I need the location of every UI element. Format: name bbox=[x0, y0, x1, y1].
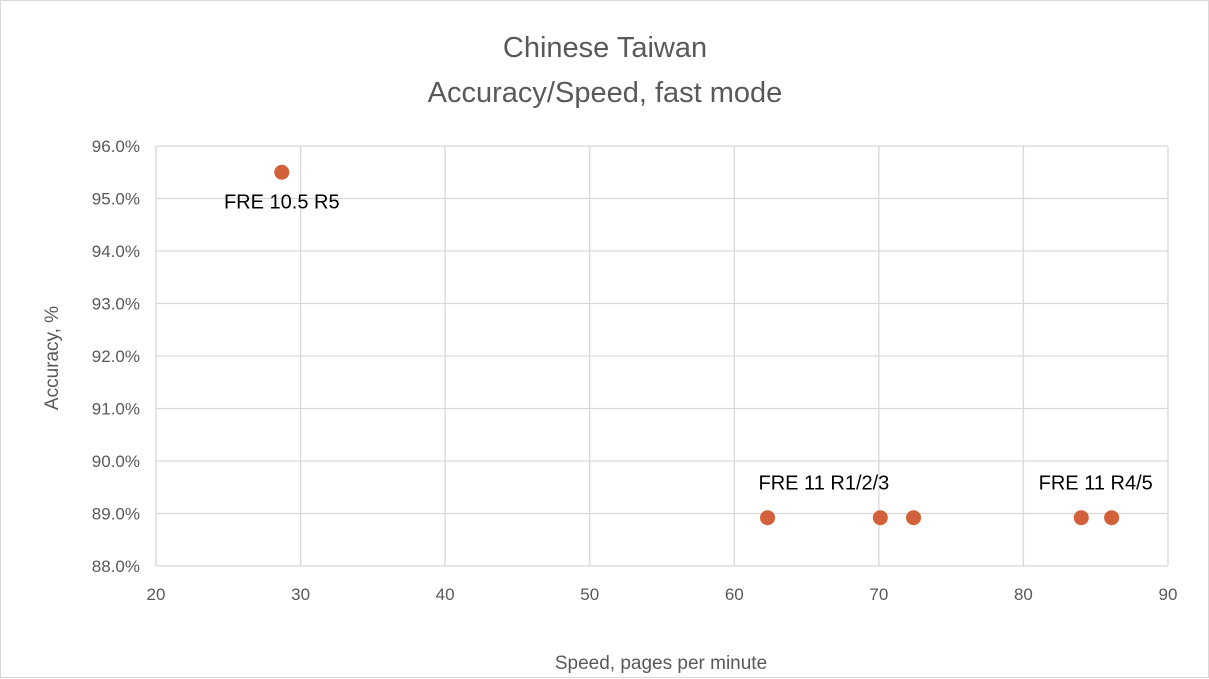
chart-title-line-2: Accuracy/Speed, fast mode bbox=[428, 77, 783, 109]
y-tick-label: 92.0% bbox=[92, 347, 140, 366]
x-tick-label: 50 bbox=[580, 585, 599, 604]
y-tick-label: 96.0% bbox=[92, 137, 140, 156]
data-point bbox=[274, 164, 290, 180]
x-tick-label: 40 bbox=[436, 585, 455, 604]
x-tick-label: 80 bbox=[1014, 585, 1033, 604]
y-tick-label: 89.0% bbox=[92, 505, 140, 524]
data-label: FRE 11 R1/2/3 bbox=[759, 473, 890, 495]
y-tick-label: 95.0% bbox=[92, 190, 140, 209]
y-tick-label: 93.0% bbox=[92, 295, 140, 314]
y-axis-title: Accuracy, % bbox=[42, 306, 63, 410]
y-tick-label: 88.0% bbox=[92, 557, 140, 576]
tick-labels: 88.0% 89.0% 90.0% 91.0% 92.0% 93.0% 94.0% 95.0%… bbox=[92, 137, 1178, 604]
y-tick-label: 90.0% bbox=[92, 452, 140, 471]
chart-title-line-1: Chinese Taiwan bbox=[503, 32, 707, 64]
x-tick-label: 70 bbox=[869, 585, 888, 604]
x-tick-label: 30 bbox=[291, 585, 310, 604]
data-point bbox=[872, 510, 888, 526]
x-tick-label: 20 bbox=[147, 585, 166, 604]
data-points bbox=[274, 164, 1120, 526]
data-point bbox=[1073, 510, 1089, 526]
y-tick-label: 91.0% bbox=[92, 400, 140, 419]
data-point bbox=[1104, 510, 1120, 526]
gridlines bbox=[155, 145, 1169, 567]
data-labels: FRE 10.5 R5 FRE 11 R1/2/3 FRE 11 R4/5 bbox=[224, 191, 1153, 494]
data-label: FRE 10.5 R5 bbox=[224, 191, 340, 213]
x-tick-label: 60 bbox=[725, 585, 744, 604]
x-axis-title: Speed, pages per minute bbox=[555, 653, 767, 674]
y-tick-label: 94.0% bbox=[92, 242, 140, 261]
x-tick-label: 90 bbox=[1159, 585, 1178, 604]
data-point bbox=[906, 510, 922, 526]
data-label: FRE 11 R4/5 bbox=[1039, 473, 1153, 495]
data-point bbox=[760, 510, 776, 526]
